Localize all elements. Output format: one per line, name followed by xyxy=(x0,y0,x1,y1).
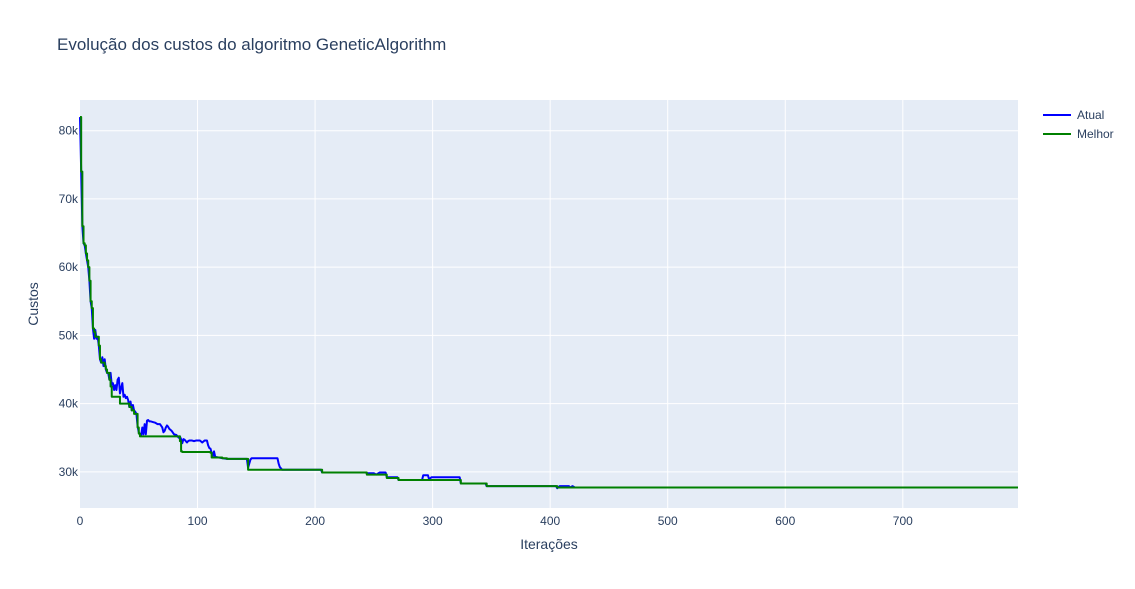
y-axis-ticks: 30k 40k 50k 60k 70k 80k xyxy=(59,124,79,479)
x-tick-label: 600 xyxy=(775,514,795,528)
x-tick-label: 300 xyxy=(423,514,443,528)
legend-item-melhor[interactable]: Melhor xyxy=(1043,127,1114,141)
y-tick-label: 40k xyxy=(59,397,79,411)
x-tick-label: 500 xyxy=(658,514,678,528)
y-axis-title: Custos xyxy=(25,282,41,326)
y-tick-label: 50k xyxy=(59,328,79,342)
x-tick-label: 400 xyxy=(540,514,560,528)
series-line-melhor xyxy=(80,116,1018,489)
plot-area xyxy=(80,100,1018,508)
legend-label: Melhor xyxy=(1077,127,1114,141)
legend-item-atual[interactable]: Atual xyxy=(1043,108,1104,122)
x-axis-title: Iterações xyxy=(520,536,578,552)
x-tick-label: 200 xyxy=(305,514,325,528)
x-gridlines xyxy=(197,100,904,508)
y-tick-label: 80k xyxy=(59,124,79,138)
legend-label: Atual xyxy=(1077,108,1104,122)
x-tick-label: 0 xyxy=(77,514,84,528)
x-axis-ticks: 0 100 200 300 400 500 600 700 xyxy=(77,514,913,528)
y-tick-label: 60k xyxy=(59,260,79,274)
chart-title: Evolução dos custos do algoritmo Genetic… xyxy=(57,35,446,54)
x-tick-label: 700 xyxy=(893,514,913,528)
y-tick-label: 30k xyxy=(59,465,79,479)
x-tick-label: 100 xyxy=(188,514,208,528)
y-gridlines xyxy=(80,130,1018,473)
y-tick-label: 70k xyxy=(59,192,79,206)
series-layer xyxy=(79,116,1018,490)
legend[interactable]: Atual Melhor xyxy=(1043,108,1114,141)
